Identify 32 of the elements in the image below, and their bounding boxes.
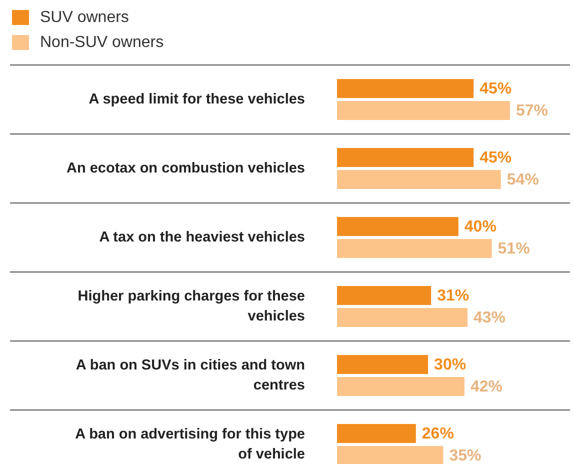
data-label: 45% [480, 150, 512, 167]
data-label: 31% [437, 288, 470, 305]
y-tick-label: An ecotax on combustion vehicles [66, 160, 305, 176]
bar [337, 148, 474, 167]
bar [337, 101, 510, 120]
y-tick-label: A tax on the heaviest vehicles [99, 229, 305, 246]
data-label: 57% [516, 102, 548, 120]
data-label: 26% [422, 426, 454, 443]
data-label: 45% [480, 80, 512, 98]
bar [337, 286, 432, 305]
data-label: 54% [506, 172, 539, 189]
bar [337, 239, 492, 258]
data-label: 30% [434, 356, 466, 374]
y-tick-label: A speed limit for these vehicles [88, 91, 305, 108]
data-label: 42% [470, 378, 503, 396]
bar [337, 355, 428, 374]
y-tick-label: A ban on advertising for this type of vehicle [75, 426, 305, 462]
bar [337, 308, 468, 327]
legend-label: Non-SUV owners [40, 34, 164, 52]
bar [337, 446, 444, 464]
y-tick-label: Higher parking charges for these vehicles [78, 288, 305, 324]
bar [337, 170, 501, 189]
bar [337, 79, 474, 98]
y-tick-label: A ban on SUVs in cities and town centres [76, 357, 305, 394]
data-label: 51% [498, 240, 530, 258]
data-label: 40% [464, 218, 496, 236]
data-label: 43% [474, 310, 506, 327]
legend-label: SUV owners [40, 9, 129, 26]
bar [337, 217, 458, 236]
data-label: 35% [449, 448, 482, 464]
bar [337, 424, 416, 443]
bar [337, 377, 464, 396]
